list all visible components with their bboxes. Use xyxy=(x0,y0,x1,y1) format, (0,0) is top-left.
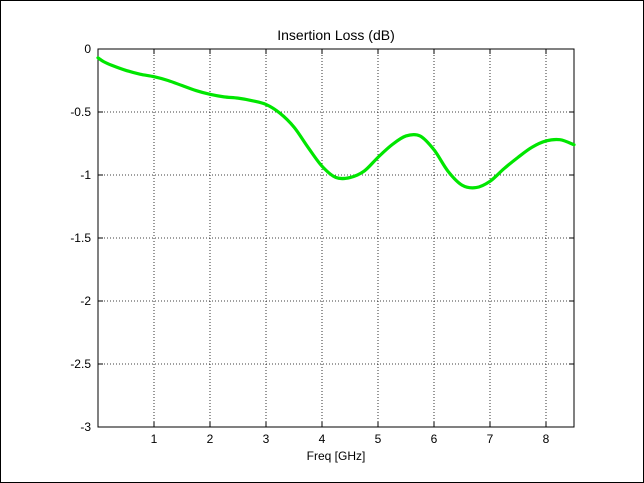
series-layer xyxy=(96,56,576,190)
axis-ticks xyxy=(98,48,574,428)
grid-lines xyxy=(98,49,574,427)
y-tick-label: -0.5 xyxy=(70,105,91,119)
y-tick-label: -1.5 xyxy=(70,231,91,245)
x-tick-label: 7 xyxy=(487,432,494,446)
y-tick-label: -2 xyxy=(80,294,91,308)
x-axis-label: Freq [GHz] xyxy=(307,449,366,463)
x-tick-label: 6 xyxy=(431,432,438,446)
y-tick-label: -1 xyxy=(80,168,91,182)
chart-title: Insertion Loss (dB) xyxy=(277,27,395,43)
x-tick-label: 3 xyxy=(263,432,270,446)
y-tick-label: 0 xyxy=(84,42,91,56)
y-tick-label: -3 xyxy=(80,420,91,434)
x-tick-label: 5 xyxy=(375,432,382,446)
x-tick-label: 8 xyxy=(543,432,550,446)
tick-labels: 1 2 3 4 5 6 7 8 0 -0.5 -1 -1.5 -2 -2.5 -3 xyxy=(70,42,549,446)
insertion-loss-line xyxy=(96,56,576,190)
x-tick-label: 2 xyxy=(207,432,214,446)
x-tick-label: 1 xyxy=(151,432,158,446)
x-tick-label: 4 xyxy=(319,432,326,446)
y-tick-label: -2.5 xyxy=(70,357,91,371)
